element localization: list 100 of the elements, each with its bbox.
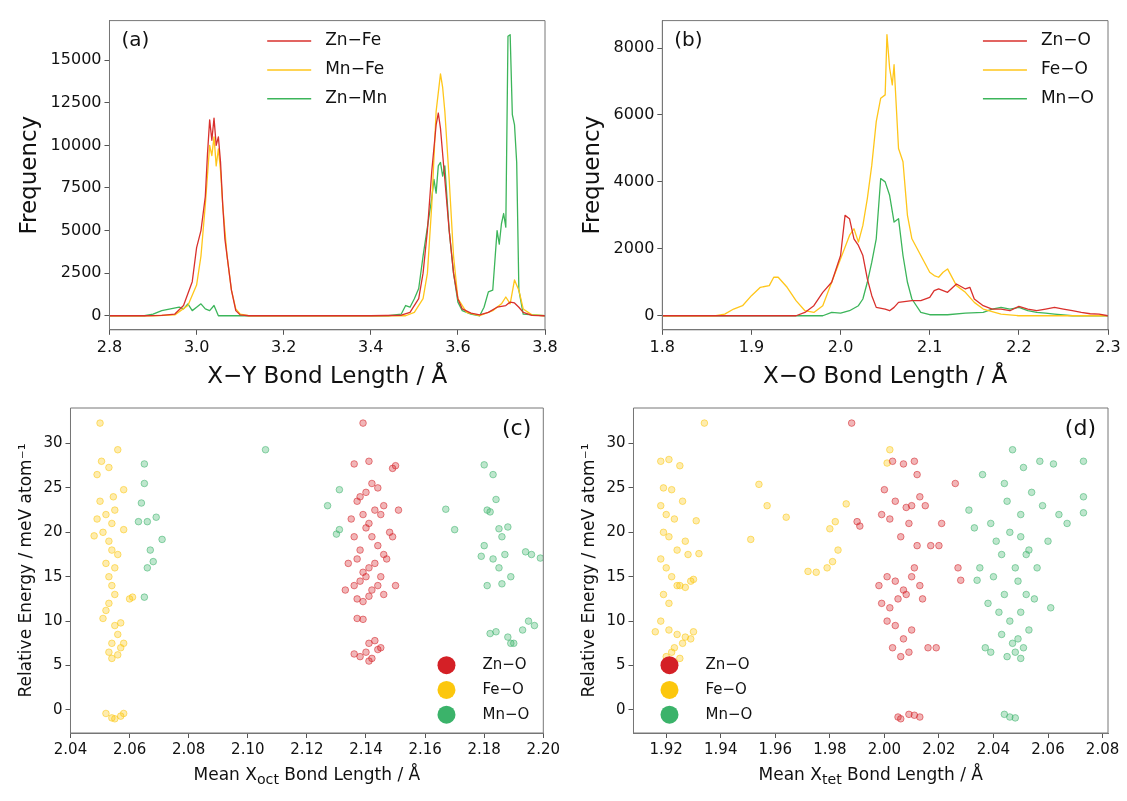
- point: [335, 485, 344, 494]
- point: [93, 515, 101, 523]
- x-axis-title: Mean X$_{oct}$ Bond Length / Å: [193, 764, 421, 789]
- y-tick-label: 5: [615, 655, 626, 674]
- x-axis-title: X−O Bond Length / Å: [763, 362, 1008, 390]
- point: [362, 524, 370, 532]
- point: [527, 550, 536, 559]
- point: [362, 648, 370, 656]
- point: [877, 599, 886, 608]
- point: [1046, 604, 1055, 612]
- legend-label: Zn−Fe: [325, 29, 382, 50]
- point: [109, 493, 118, 501]
- point: [394, 506, 403, 514]
- point: [376, 510, 385, 519]
- annotation: (b): [674, 26, 703, 51]
- point: [656, 501, 665, 510]
- legend-label: Zn−O: [482, 655, 527, 674]
- point: [137, 499, 146, 507]
- point: [886, 604, 894, 612]
- point: [667, 485, 676, 494]
- point: [651, 627, 660, 636]
- point: [812, 568, 820, 577]
- point: [152, 513, 160, 522]
- point: [498, 580, 506, 588]
- point: [956, 576, 965, 585]
- x-tick-label: 2.14: [349, 739, 383, 758]
- point: [1079, 508, 1088, 517]
- point: [379, 501, 388, 510]
- x-tick-label: 3.0: [183, 336, 210, 356]
- point: [888, 457, 897, 466]
- point: [111, 506, 119, 514]
- point: [1063, 519, 1071, 528]
- point: [108, 639, 116, 648]
- y-tick-label: 2500: [60, 262, 102, 282]
- point: [823, 564, 831, 572]
- point: [134, 517, 143, 526]
- y-tick-label: 20: [43, 522, 63, 541]
- point: [1027, 488, 1036, 497]
- point: [1008, 639, 1017, 648]
- point: [676, 654, 684, 663]
- point: [536, 554, 544, 562]
- point: [486, 629, 494, 638]
- point: [140, 479, 149, 488]
- point: [379, 590, 388, 599]
- point: [492, 627, 500, 636]
- legend-label: Mn−Fe: [325, 58, 385, 79]
- point: [368, 479, 376, 488]
- legend-label: Mn−O: [482, 704, 530, 723]
- point: [907, 572, 916, 581]
- point: [261, 445, 270, 454]
- point: [692, 516, 701, 525]
- x-tick-label: 2.10: [231, 739, 265, 758]
- point: [997, 550, 1006, 559]
- y-tick-label: 4000: [613, 171, 655, 191]
- x-tick-label: 2.3: [1095, 336, 1121, 356]
- point: [113, 651, 122, 659]
- point: [1033, 564, 1041, 572]
- point: [667, 648, 676, 656]
- point: [356, 546, 364, 554]
- point: [356, 652, 364, 661]
- x-tick-label: 3.6: [445, 336, 471, 356]
- point: [97, 457, 106, 466]
- point: [441, 505, 450, 514]
- point: [477, 552, 486, 561]
- point: [1049, 460, 1058, 468]
- point: [105, 463, 113, 472]
- y-tick-label: 20: [606, 522, 626, 541]
- point: [926, 541, 935, 550]
- point: [937, 519, 946, 528]
- point: [504, 523, 512, 531]
- point: [1011, 564, 1020, 572]
- point: [916, 581, 924, 590]
- point: [689, 627, 698, 636]
- point: [907, 626, 916, 634]
- point: [108, 519, 116, 528]
- x-tick-label: 2.08: [171, 739, 206, 758]
- point: [388, 532, 397, 541]
- point: [981, 643, 990, 652]
- point: [371, 636, 379, 645]
- point: [935, 541, 943, 550]
- point: [842, 500, 850, 508]
- point: [119, 639, 128, 648]
- point: [665, 599, 673, 608]
- point: [951, 479, 960, 488]
- y-tick-label: 8000: [613, 37, 655, 57]
- y-axis-title: Relative Energy / meV atom⁻¹: [577, 443, 598, 698]
- y-tick-label: 0: [615, 699, 626, 718]
- point: [763, 501, 771, 510]
- point: [111, 621, 119, 630]
- point: [667, 572, 676, 581]
- point: [504, 633, 512, 641]
- y-tick-label: 6000: [613, 104, 655, 124]
- x-tick-label: 2.06: [1031, 739, 1065, 758]
- point: [111, 590, 119, 599]
- point: [992, 537, 1000, 545]
- point: [99, 614, 107, 623]
- point: [108, 581, 116, 590]
- point: [665, 532, 673, 541]
- point: [1019, 463, 1028, 472]
- point: [1003, 497, 1011, 506]
